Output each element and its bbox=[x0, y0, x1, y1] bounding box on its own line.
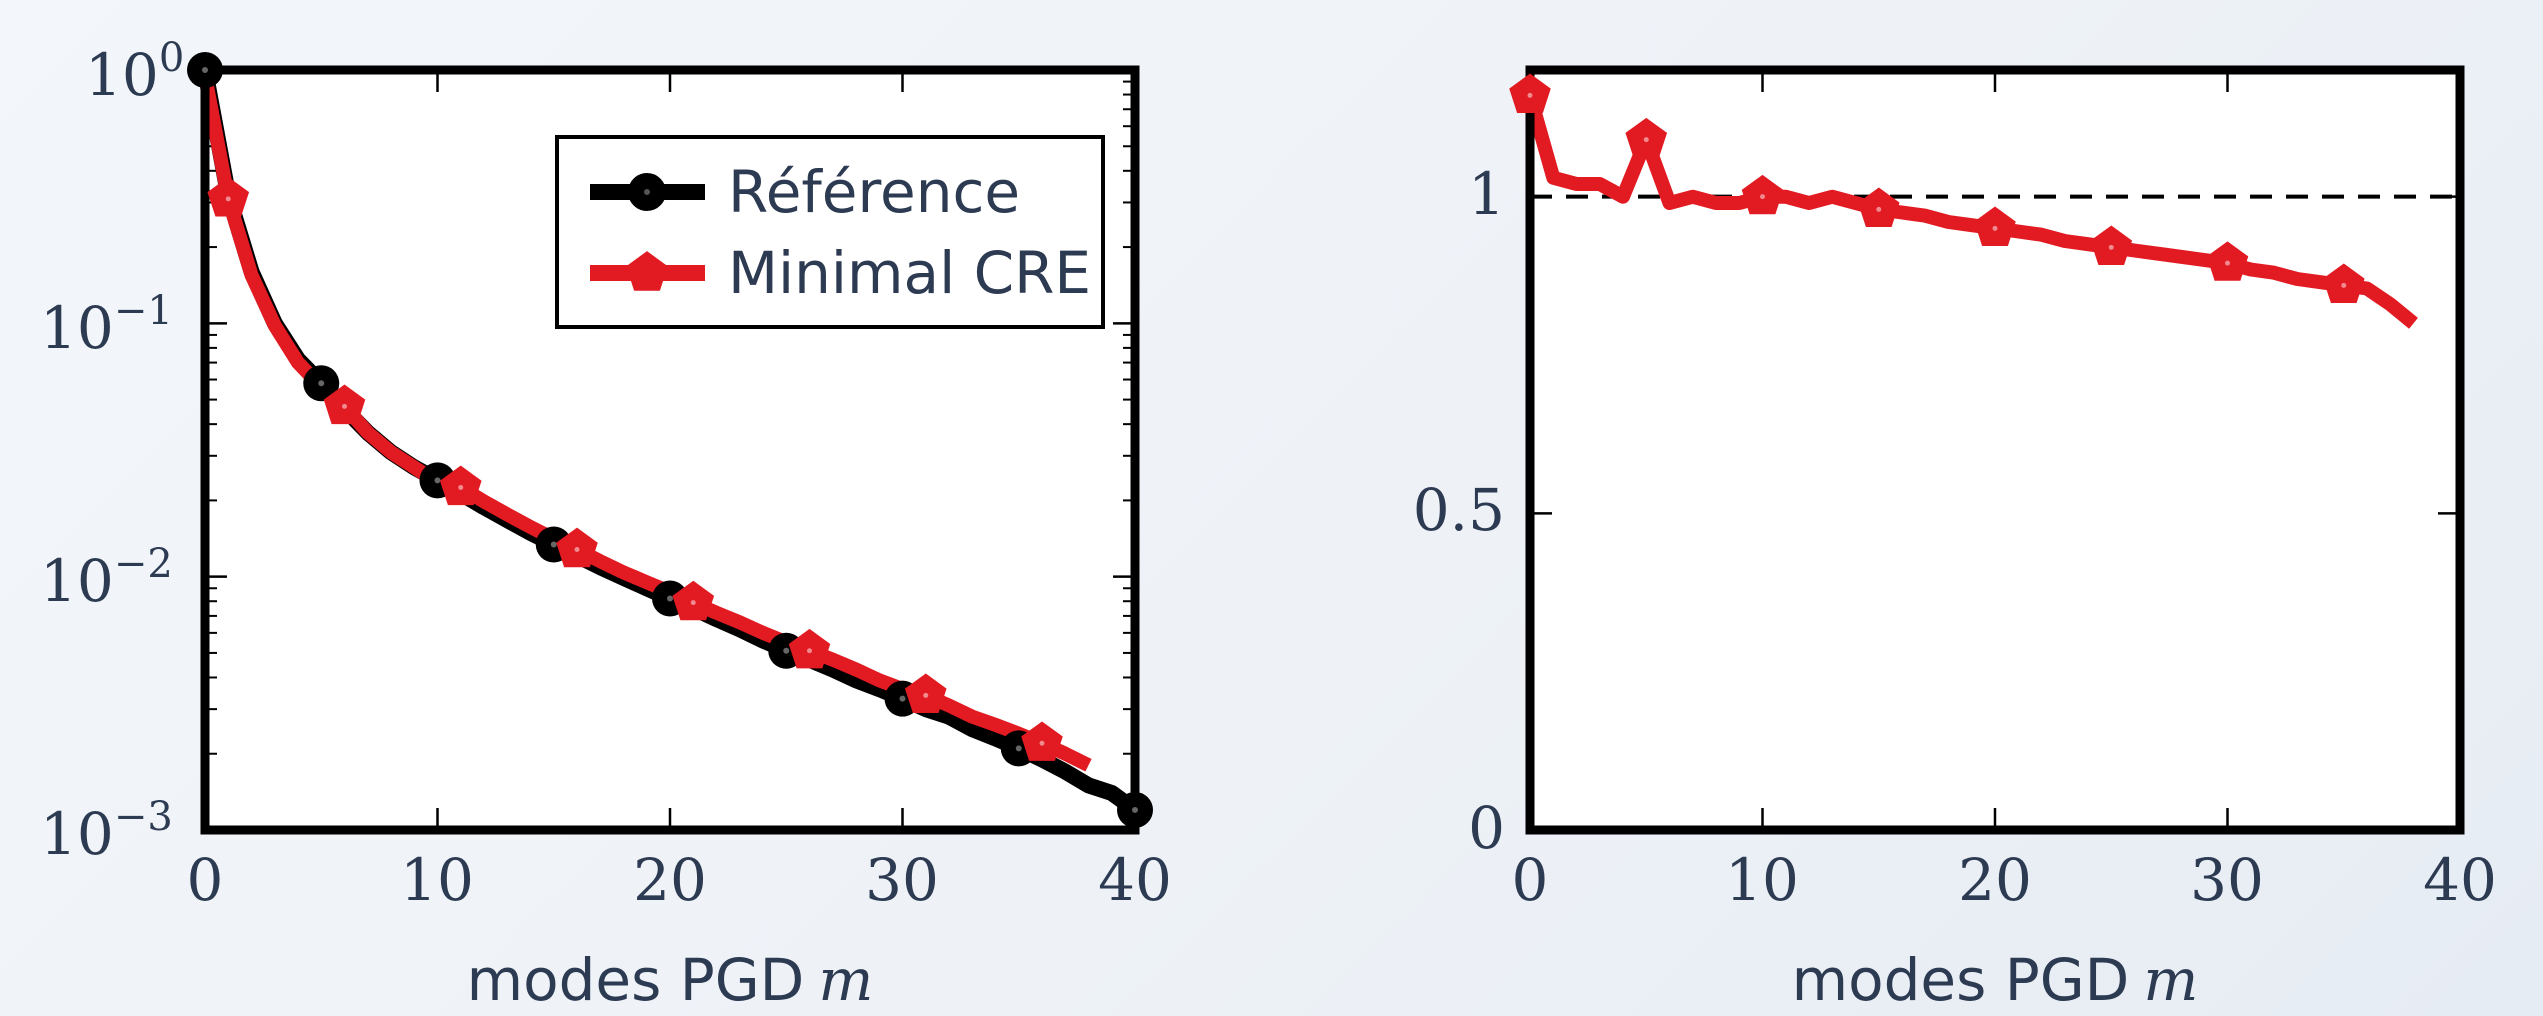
marker-reference-center bbox=[550, 541, 557, 548]
marker-reference-center bbox=[667, 595, 673, 602]
y-tick-label-right: 1 bbox=[1468, 160, 1505, 228]
marker-ratio-center bbox=[2108, 244, 2114, 250]
marker-minimal-cre-center bbox=[458, 484, 464, 490]
y-tick-label-left: 10−2 bbox=[40, 541, 173, 615]
marker-reference-center bbox=[434, 477, 441, 484]
marker-minimal-cre-center bbox=[342, 403, 347, 409]
marker-reference-center bbox=[1132, 806, 1138, 813]
marker-minimal-cre-center bbox=[923, 692, 929, 698]
y-tick-label-left: 10−1 bbox=[40, 288, 173, 362]
marker-minimal-cre-center bbox=[1039, 740, 1045, 746]
legend-marker-reference-center bbox=[644, 189, 650, 195]
x-tick-label-left: 30 bbox=[865, 846, 939, 914]
marker-ratio-center bbox=[2341, 282, 2347, 288]
x-tick-label-left: 40 bbox=[1098, 846, 1172, 914]
series-line-ratio bbox=[1523, 93, 2418, 329]
x-tick-label-right: 30 bbox=[2190, 846, 2264, 914]
marker-ratio-center bbox=[1527, 92, 1533, 98]
marker-reference-center bbox=[783, 647, 790, 654]
x-tick-label-left: 20 bbox=[633, 846, 707, 914]
y-tick-label-right: 0 bbox=[1468, 794, 1505, 862]
marker-reference-center bbox=[318, 380, 325, 387]
legend-box bbox=[555, 135, 1105, 329]
x-tick-label-right: 10 bbox=[1725, 846, 1799, 914]
y-tick-label-left: 10−3 bbox=[40, 794, 173, 868]
plot-right-markers bbox=[1509, 73, 2365, 303]
marker-reference-center bbox=[202, 67, 208, 73]
legend: Référence Minimal CRE bbox=[555, 135, 1105, 329]
x-tick-label-left: 0 bbox=[187, 846, 224, 914]
legend-marker-minimal-cre bbox=[626, 251, 668, 291]
x-tick-label-right: 40 bbox=[2423, 846, 2497, 914]
marker-minimal-cre-center bbox=[225, 196, 231, 202]
x-tick-label-left: 10 bbox=[400, 846, 474, 914]
marker-reference-center bbox=[899, 695, 906, 702]
plot-left: 100 10−1 10−2 10−3 0 10 20 30 40 modes P… bbox=[40, 35, 1172, 1014]
x-tick-label-right: 20 bbox=[1958, 846, 2032, 914]
marker-reference-center bbox=[1015, 745, 1022, 752]
plot-right-series bbox=[1523, 93, 2418, 329]
marker-minimal-cre-center bbox=[690, 600, 696, 606]
y-tick-label-left: 100 bbox=[85, 35, 184, 109]
plot-left-markers bbox=[187, 52, 1153, 828]
legend-label-reference: Référence bbox=[728, 158, 1020, 226]
x-tick-label-right: 0 bbox=[1512, 846, 1549, 914]
marker-ratio-center bbox=[1643, 137, 1649, 143]
marker-minimal-cre-center bbox=[807, 648, 812, 654]
marker-minimal-cre-center bbox=[574, 547, 580, 553]
x-axis-title-right: modes PGD m bbox=[1792, 946, 2199, 1014]
marker-ratio-center bbox=[1876, 206, 1882, 212]
marker-ratio-center bbox=[2225, 260, 2230, 266]
plot-right: 1 0.5 0 0 10 20 30 40 modes PGD m bbox=[1413, 65, 2497, 1014]
legend-label-minimal-cre: Minimal CRE bbox=[728, 239, 1091, 307]
marker-ratio-center bbox=[1992, 225, 1998, 231]
x-axis-title-left: modes PGD m bbox=[467, 946, 874, 1014]
plot-left-frame bbox=[200, 65, 1140, 835]
y-tick-label-right: 0.5 bbox=[1413, 476, 1505, 544]
plot-right-frame bbox=[1525, 65, 2465, 835]
marker-ratio-center bbox=[1760, 194, 1765, 200]
